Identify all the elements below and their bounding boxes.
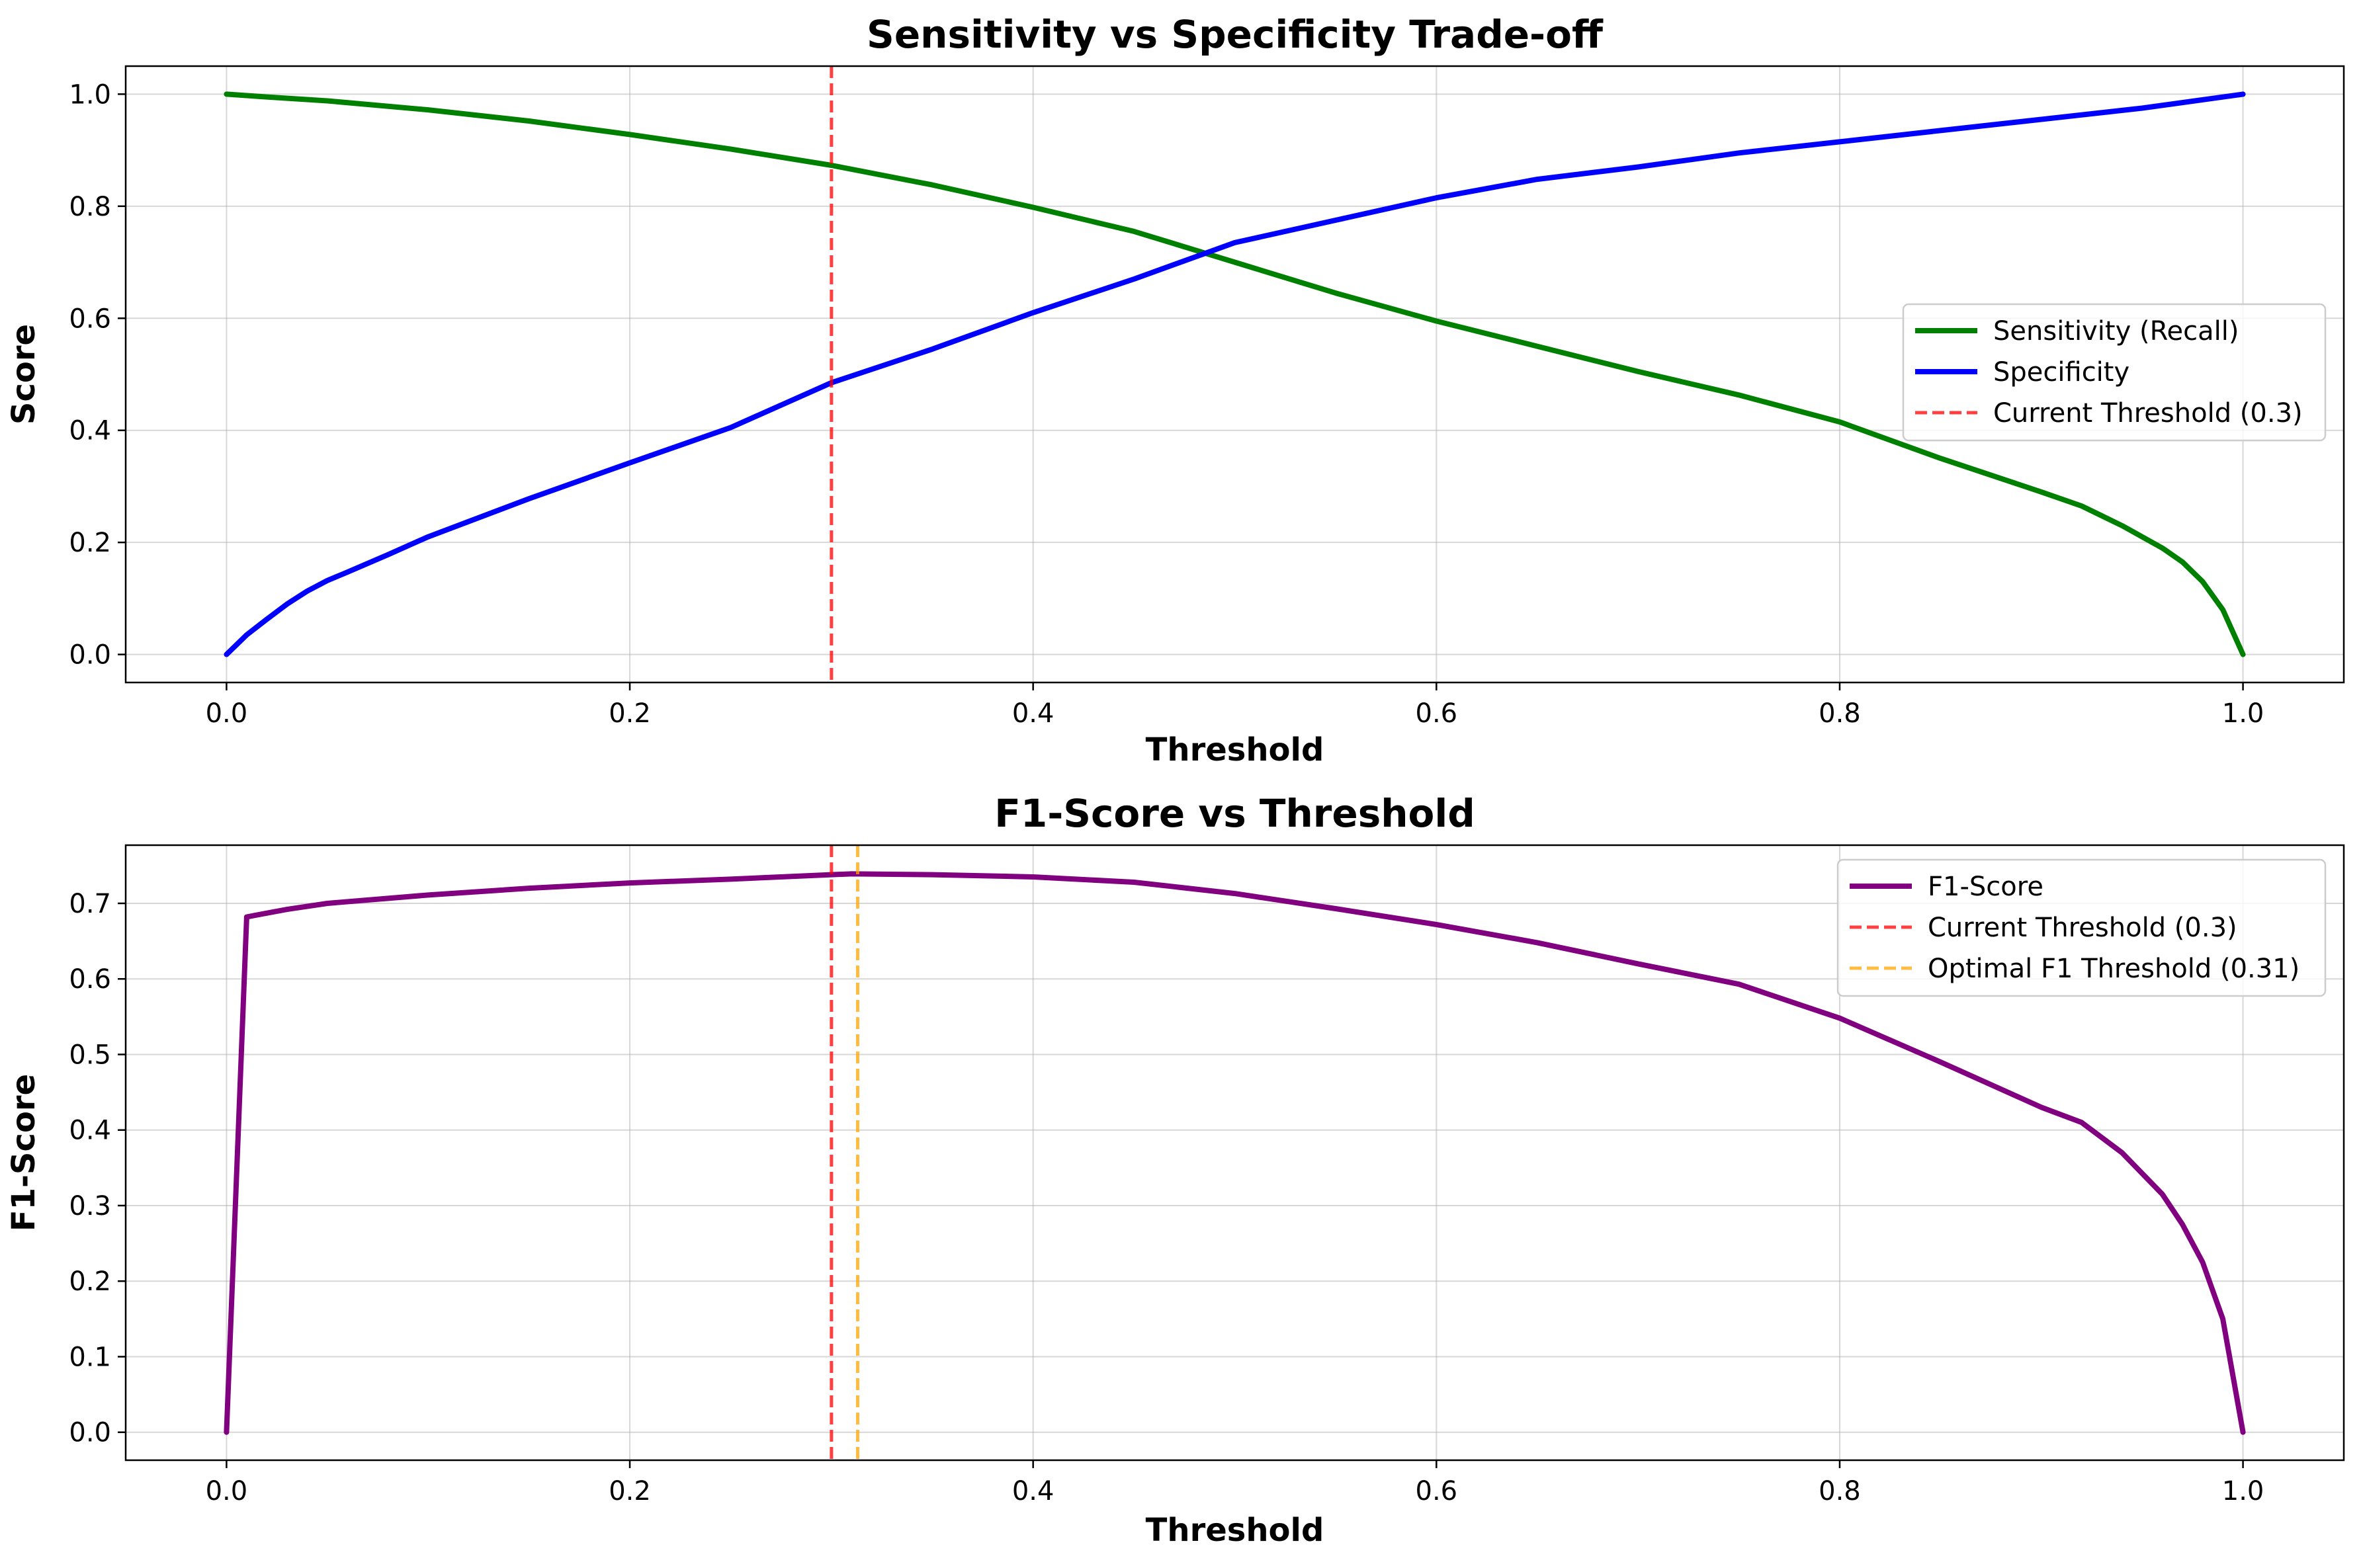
x-tick-label: 0.6	[1416, 1476, 1458, 1506]
y-tick-label: 0.7	[69, 889, 111, 919]
x-tick-label: 1.0	[2222, 1476, 2264, 1506]
legend: Sensitivity (Recall) Specificity Current T…	[1902, 303, 2327, 442]
x-tick-label: 0.4	[1012, 1476, 1054, 1506]
y-tick-label: 0.4	[69, 1116, 111, 1146]
y-tick-label: 0.2	[69, 1266, 111, 1297]
x-tick-label: 0.4	[1012, 698, 1054, 729]
plot-area	[224, 845, 2246, 1460]
legend-label: Sensitivity (Recall)	[1993, 316, 2239, 347]
chart-title: Sensitivity vs Specificity Trade-off	[867, 12, 1604, 57]
plot-area	[224, 66, 2246, 682]
y-axis: 0.0 0.1 0.2 0.3 0.4 0.5 0.6 0.7	[69, 889, 126, 1448]
x-tick-label: 0.2	[609, 1476, 651, 1506]
x-tick-label: 0.8	[1819, 1476, 1861, 1506]
x-axis: 0.0 0.2 0.4 0.6 0.8 1.0	[206, 1460, 2264, 1506]
x-tick-label: 0.6	[1416, 698, 1458, 729]
y-tick-label: 0.4	[69, 416, 111, 446]
axes-frame	[124, 65, 2345, 684]
sensitivity-specificity-chart: 0.0 0.2 0.4 0.6 0.8 1.0 0.0 0.2 0.4 0.6 0.8 1.0 Sens…	[5, 12, 2345, 768]
y-tick-label: 0.1	[69, 1342, 111, 1372]
x-tick-label: 0.0	[206, 1476, 248, 1506]
x-tick-label: 0.0	[206, 698, 248, 729]
y-tick-label: 0.3	[69, 1191, 111, 1221]
legend-label: Specificity	[1993, 357, 2129, 388]
legend-label: Optimal F1 Threshold (0.31)	[1928, 954, 2299, 984]
y-axis: 0.0 0.2 0.4 0.6 0.8 1.0	[69, 79, 126, 671]
x-tick-label: 0.8	[1819, 698, 1861, 729]
f1-score-series-line	[224, 871, 2246, 1435]
x-axis-label: Threshold	[1146, 1512, 1324, 1549]
y-tick-label: 1.0	[69, 79, 111, 110]
legend: F1-Score Current Threshold (0.3) Optimal F…	[1836, 858, 2327, 997]
chart-title: F1-Score vs Threshold	[994, 791, 1475, 836]
x-axis-label: Threshold	[1146, 731, 1324, 768]
axes-frame	[124, 844, 2345, 1462]
y-tick-label: 0.0	[69, 640, 111, 671]
specificity-series-line	[224, 91, 2246, 657]
y-axis-label: Score	[5, 324, 42, 425]
x-axis: 0.0 0.2 0.4 0.6 0.8 1.0	[206, 682, 2264, 729]
legend-box	[1836, 858, 2327, 997]
y-tick-label: 0.6	[69, 964, 111, 995]
legend-label: Current Threshold (0.3)	[1928, 913, 2237, 943]
legend-label: Current Threshold (0.3)	[1993, 398, 2303, 429]
y-tick-label: 0.5	[69, 1040, 111, 1070]
y-tick-label: 0.2	[69, 528, 111, 558]
legend-label: F1-Score	[1928, 872, 2043, 902]
y-tick-label: 0.8	[69, 192, 111, 222]
legend-box	[1902, 303, 2327, 442]
x-tick-label: 0.2	[609, 698, 651, 729]
f1-score-chart: 0.0 0.2 0.4 0.6 0.8 1.00.00.10.20.30.40.50.60…	[5, 791, 2345, 1549]
sensitivity-recall-series-line	[224, 91, 2246, 657]
y-tick-label: 0.0	[69, 1418, 111, 1448]
x-tick-label: 1.0	[2222, 698, 2264, 729]
y-tick-label: 0.6	[69, 304, 111, 334]
y-axis-label: F1-Score	[5, 1074, 42, 1231]
